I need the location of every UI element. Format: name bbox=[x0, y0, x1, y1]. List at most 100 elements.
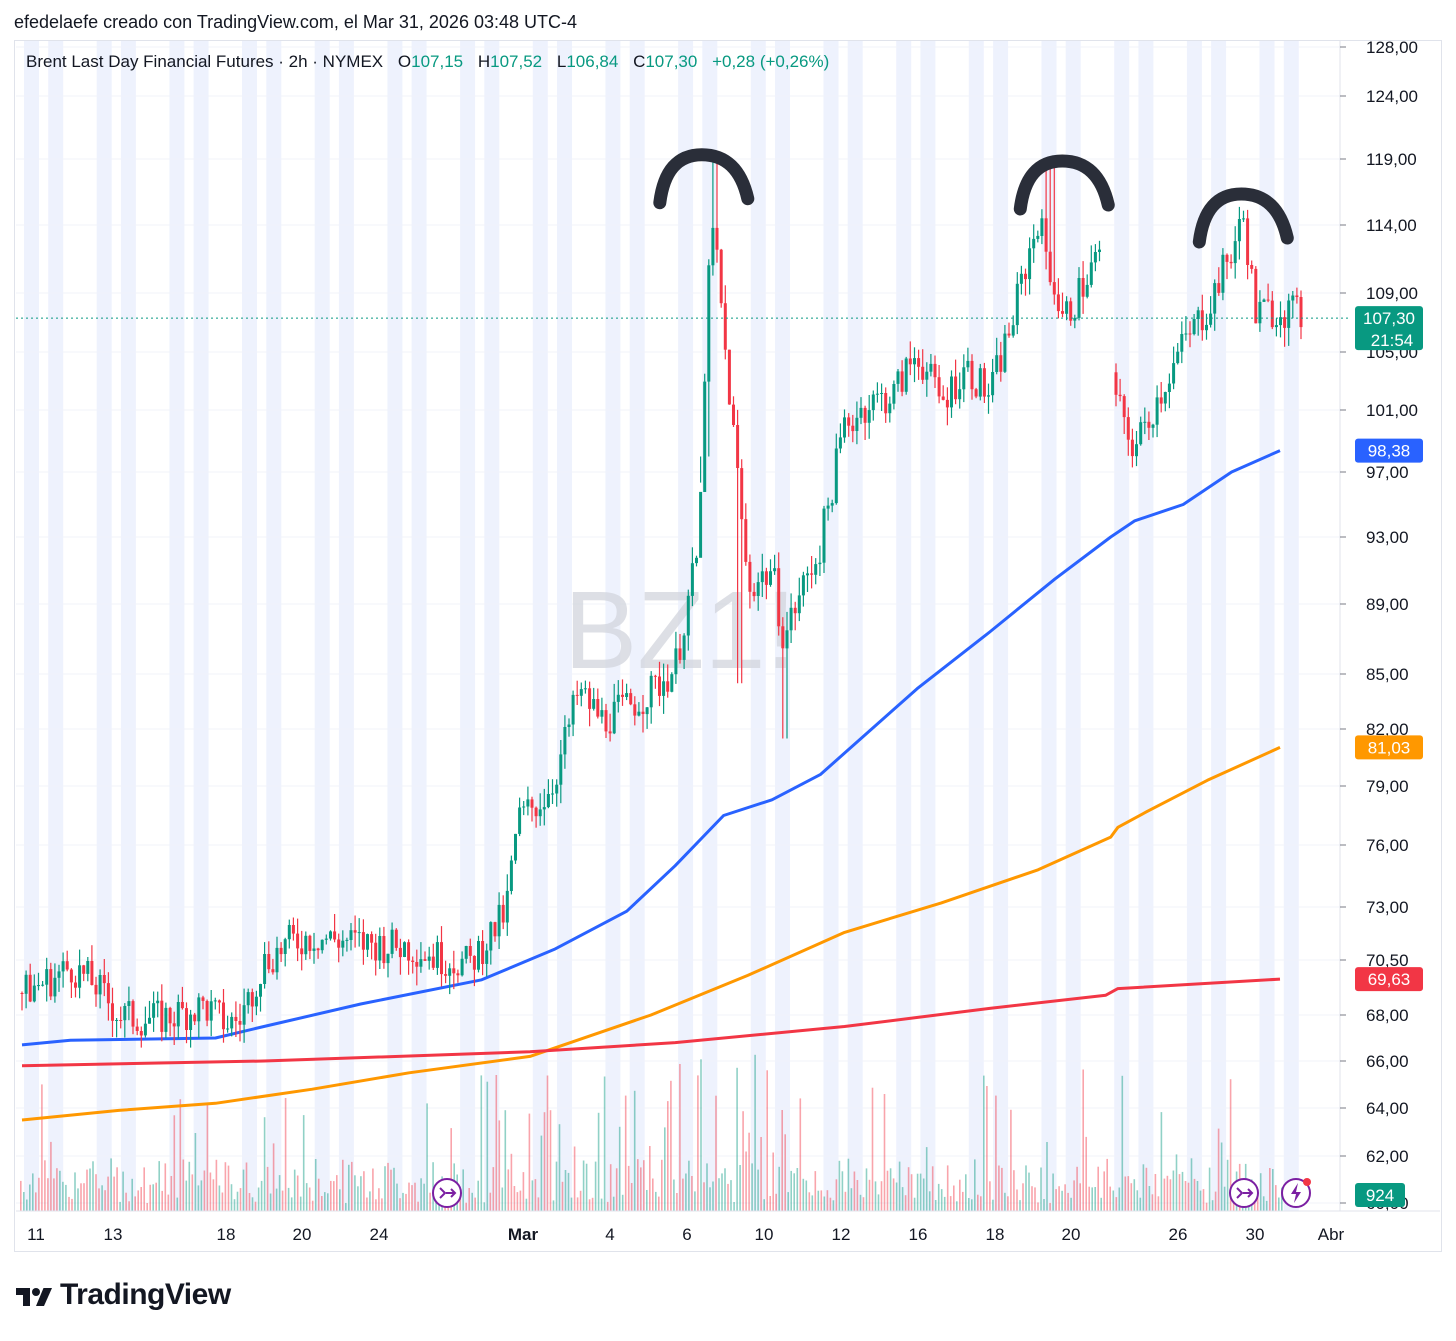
candle-body bbox=[427, 956, 431, 961]
candle-body bbox=[1093, 252, 1097, 263]
volume-bar bbox=[1028, 1172, 1030, 1211]
volume-bar bbox=[992, 1199, 994, 1211]
candle-body bbox=[970, 360, 974, 390]
volume-bar bbox=[510, 1153, 513, 1211]
volume-bar bbox=[429, 1192, 431, 1211]
chart-frame bbox=[14, 40, 1442, 1252]
replay-arrow-icon-glyph bbox=[1236, 1187, 1254, 1199]
price-tick-label: 62,00 bbox=[1366, 1147, 1409, 1166]
candle-body bbox=[398, 947, 402, 958]
peak-arc-annotation bbox=[653, 148, 755, 210]
volume-bar bbox=[1262, 1196, 1265, 1211]
moving-average-line-1 bbox=[21, 449, 1281, 1047]
price-axis: 128,00124,00119,00114,00109,00105,00101,… bbox=[1339, 38, 1418, 1213]
candle-body bbox=[649, 675, 653, 708]
volume-bar bbox=[925, 1147, 928, 1211]
close-label: C bbox=[633, 52, 646, 71]
volume-bar bbox=[892, 1178, 895, 1211]
volume-bar bbox=[179, 1099, 182, 1211]
volume-bar bbox=[913, 1197, 916, 1211]
volume-bar bbox=[682, 1178, 684, 1211]
candle-body bbox=[1291, 295, 1295, 301]
volume-bar bbox=[287, 1187, 290, 1211]
candle-body bbox=[715, 227, 719, 250]
volume-bar bbox=[904, 1195, 907, 1211]
session-band bbox=[629, 41, 645, 1211]
volume-bar bbox=[664, 1127, 666, 1211]
volume-bar bbox=[522, 1172, 525, 1211]
replay-arrow-icon[interactable] bbox=[1229, 1178, 1259, 1208]
candle-body bbox=[197, 997, 201, 1022]
candle-body bbox=[777, 568, 781, 627]
replay-arrow-icon[interactable] bbox=[432, 1178, 462, 1208]
lightning-alert-icon[interactable] bbox=[1281, 1178, 1311, 1208]
volume-bar bbox=[962, 1191, 964, 1211]
volume-bar bbox=[477, 1180, 479, 1211]
volume-bar bbox=[1052, 1173, 1054, 1211]
candle-body bbox=[156, 1000, 160, 1004]
volume-bar bbox=[86, 1169, 88, 1211]
volume-bar bbox=[561, 1181, 564, 1211]
volume-bar bbox=[633, 1090, 636, 1211]
candle-body bbox=[127, 1001, 131, 1006]
candle-body bbox=[834, 448, 838, 504]
lightning-alert-icon-glyph bbox=[1291, 1183, 1301, 1203]
candle-body bbox=[172, 1023, 176, 1027]
volume-bar bbox=[609, 1164, 612, 1211]
candle-body bbox=[246, 992, 250, 1006]
volume-bar bbox=[573, 1146, 576, 1211]
candle-body bbox=[304, 935, 308, 955]
volume-bar bbox=[1193, 1178, 1196, 1211]
volume-bar bbox=[101, 1185, 103, 1211]
volume-bar bbox=[263, 1117, 266, 1211]
time-tick-label: 24 bbox=[370, 1225, 389, 1244]
candle-body bbox=[727, 349, 731, 405]
candle-body bbox=[1044, 218, 1048, 252]
volume-bar bbox=[781, 1110, 783, 1211]
candle-body bbox=[1188, 333, 1192, 335]
volume-bar bbox=[1007, 1196, 1009, 1211]
session-band bbox=[702, 41, 718, 1211]
candle-body bbox=[460, 958, 464, 976]
volume-bar bbox=[718, 1178, 720, 1211]
open-value: 107,15 bbox=[411, 52, 464, 71]
ma-badge-1-label: 98,38 bbox=[1368, 442, 1411, 461]
candle-body bbox=[966, 360, 970, 368]
volume-bar bbox=[1097, 1166, 1099, 1211]
volume-bar bbox=[119, 1201, 121, 1211]
session-band bbox=[532, 41, 548, 1211]
volume-bar bbox=[1163, 1178, 1166, 1211]
volume-bar bbox=[1211, 1200, 1214, 1211]
volume-bar bbox=[513, 1186, 516, 1211]
candle-body bbox=[176, 1002, 180, 1027]
volume-bar bbox=[989, 1181, 991, 1211]
session-band bbox=[1283, 41, 1299, 1211]
volume-bar bbox=[820, 1190, 823, 1211]
ma-badge-2-label: 81,03 bbox=[1368, 738, 1411, 757]
volume-bar bbox=[260, 1180, 263, 1211]
candle-body bbox=[1032, 238, 1036, 249]
volume-bar bbox=[691, 1176, 693, 1211]
volume-bar bbox=[579, 1190, 582, 1211]
volume-bar bbox=[104, 1190, 106, 1211]
candle-body bbox=[1155, 397, 1159, 425]
volume-bar bbox=[468, 1188, 470, 1211]
volume-bar bbox=[784, 1134, 786, 1211]
candle-body bbox=[756, 582, 760, 596]
volume-bar bbox=[615, 1168, 618, 1211]
candle-body bbox=[1147, 421, 1151, 428]
candle-body bbox=[485, 950, 489, 964]
volume-bar bbox=[290, 1197, 293, 1211]
volume-bar bbox=[640, 1167, 642, 1211]
volume-bar bbox=[949, 1196, 952, 1211]
candle-body bbox=[74, 982, 77, 988]
candle-body bbox=[160, 1000, 164, 1032]
volume-bar bbox=[65, 1184, 67, 1211]
volume-bar bbox=[239, 1188, 242, 1211]
candle-body bbox=[555, 784, 559, 794]
volume-bar bbox=[739, 1165, 741, 1211]
volume-bar bbox=[275, 1188, 278, 1211]
volume-bar bbox=[215, 1159, 218, 1211]
candle-body bbox=[242, 1005, 246, 1025]
